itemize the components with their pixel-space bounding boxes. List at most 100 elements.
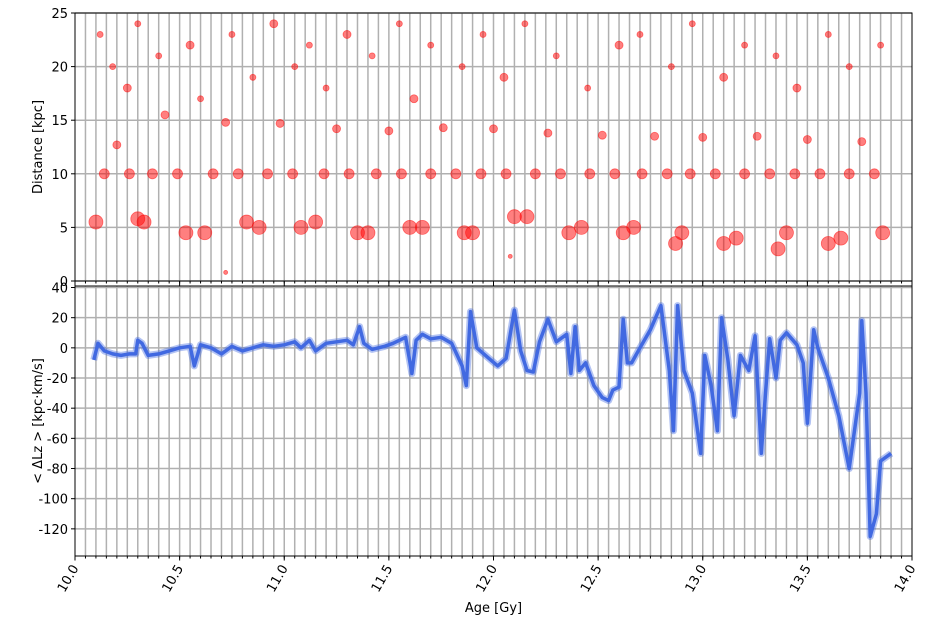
- point: [507, 209, 522, 225]
- point: [521, 20, 529, 28]
- point: [507, 253, 513, 259]
- y-tick-label: 20: [51, 61, 68, 76]
- point: [308, 214, 324, 230]
- point: [499, 72, 509, 82]
- x-tick-label: 11.5: [369, 563, 396, 596]
- point: [396, 168, 407, 180]
- point: [779, 225, 794, 241]
- point: [770, 241, 786, 257]
- y-tick-label: -100: [38, 493, 68, 508]
- y-tick-label: 25: [51, 7, 68, 22]
- y-axis-label: < ΔLz > [kpc·km/s]: [31, 358, 46, 484]
- point: [402, 219, 418, 235]
- point: [479, 31, 487, 38]
- point: [160, 110, 170, 120]
- point: [427, 41, 435, 49]
- point: [318, 168, 330, 180]
- point: [684, 168, 696, 180]
- point: [88, 214, 104, 230]
- x-tick-label: 10.5: [160, 563, 187, 596]
- point: [305, 41, 313, 49]
- line: [92, 303, 893, 539]
- point: [741, 41, 748, 49]
- point: [275, 119, 285, 128]
- y-tick-label: -60: [47, 432, 68, 447]
- x-tick-label: 13.5: [787, 563, 814, 596]
- point: [833, 230, 849, 246]
- x-tick-label: 14.0: [892, 563, 919, 596]
- point: [802, 135, 812, 144]
- point: [814, 168, 826, 180]
- point: [342, 30, 352, 39]
- point: [529, 168, 541, 180]
- point: [262, 168, 273, 180]
- point: [688, 20, 696, 28]
- y-tick-label: 40: [51, 282, 68, 297]
- x-tick-label: 10.0: [55, 563, 82, 596]
- point: [555, 168, 566, 180]
- point: [287, 168, 299, 180]
- x-tick-label: 12.0: [473, 563, 500, 596]
- point: [370, 168, 382, 180]
- point: [239, 214, 254, 230]
- point: [368, 52, 376, 60]
- point: [698, 132, 708, 142]
- point: [109, 63, 117, 70]
- point: [674, 225, 690, 241]
- point: [543, 128, 553, 138]
- point: [465, 225, 480, 241]
- point: [650, 131, 660, 141]
- point: [438, 123, 448, 133]
- point: [249, 73, 257, 81]
- point: [764, 168, 776, 180]
- point: [875, 225, 891, 241]
- point: [573, 219, 589, 235]
- point: [360, 225, 376, 241]
- y-tick-label: -40: [47, 402, 68, 417]
- point: [197, 95, 204, 103]
- point: [322, 84, 330, 92]
- point: [207, 168, 219, 180]
- y-tick-label: 20: [51, 312, 68, 327]
- point: [197, 225, 213, 241]
- point: [178, 225, 194, 241]
- point: [414, 219, 430, 235]
- point: [868, 168, 880, 180]
- point: [752, 131, 762, 141]
- x-tick-label: 11.0: [264, 563, 291, 596]
- point: [739, 168, 750, 180]
- point: [96, 31, 104, 38]
- point: [789, 168, 801, 180]
- plot-area: [88, 19, 891, 275]
- point: [877, 41, 885, 49]
- point: [112, 140, 122, 150]
- point: [232, 168, 244, 180]
- point: [552, 52, 560, 60]
- point: [251, 219, 267, 235]
- point: [425, 168, 437, 180]
- point: [584, 84, 592, 92]
- point: [269, 19, 279, 29]
- point: [709, 168, 721, 180]
- point: [845, 63, 853, 70]
- point: [384, 126, 394, 136]
- point: [458, 63, 466, 70]
- point: [597, 130, 607, 140]
- point: [719, 72, 729, 82]
- y-tick-label: -120: [38, 523, 68, 538]
- point: [584, 168, 596, 180]
- y-tick-label: 0: [60, 342, 68, 357]
- point: [221, 117, 231, 127]
- point: [223, 270, 229, 275]
- y-tick-label: 5: [60, 221, 68, 236]
- point: [147, 168, 158, 180]
- point: [636, 31, 644, 38]
- point: [293, 219, 309, 235]
- point: [291, 63, 299, 70]
- point: [792, 83, 802, 93]
- point: [185, 40, 195, 50]
- plot-area: [90, 302, 894, 540]
- point: [636, 168, 648, 180]
- point: [609, 168, 621, 180]
